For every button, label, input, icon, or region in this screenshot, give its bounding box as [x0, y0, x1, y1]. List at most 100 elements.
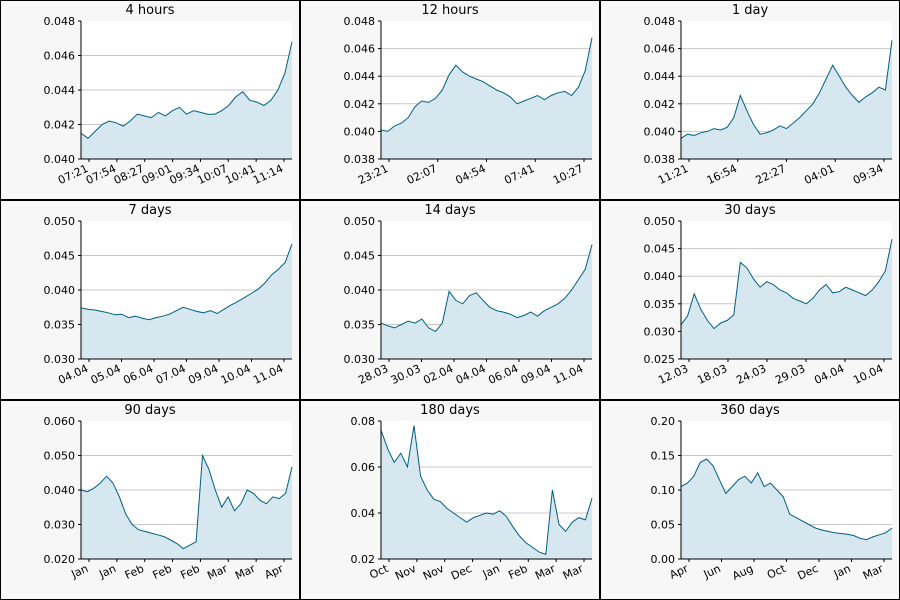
y-tick-label: 0.10	[651, 484, 676, 497]
y-tick-label: 0.040	[644, 125, 676, 138]
chart-svg: 0.0300.0350.0400.0450.05004.0405.0406.04…	[44, 215, 293, 387]
y-tick-label: 0.035	[344, 319, 376, 332]
chart-title: 30 days	[724, 203, 776, 218]
y-tick-label: 0.046	[344, 43, 376, 56]
y-tick-label: 0.048	[644, 15, 676, 28]
x-tick-label: Mar	[861, 562, 886, 583]
series-area	[681, 239, 892, 359]
x-tick-label: Oct	[765, 562, 788, 582]
x-tick-label: Mar	[533, 562, 558, 583]
y-tick-label: 0.040	[44, 484, 76, 497]
x-tick-label: Nov	[421, 562, 446, 583]
chart-panel: 7 days 0.030 0.035 0.040 0.045 0.050 04.04 05.0…	[0, 200, 300, 400]
y-tick-label: 0.048	[344, 15, 376, 28]
x-tick-label: Mar	[205, 562, 230, 583]
x-tick-label: 10.04	[851, 362, 885, 387]
y-tick-label: 0.030	[44, 519, 76, 532]
series-area	[381, 425, 592, 559]
x-tick-label: Feb	[151, 562, 174, 582]
y-tick-label: 0.030	[344, 353, 376, 366]
chart-panel: 30 days 0.025 0.030 0.035 0.040 0.045 0.050 12.…	[600, 200, 900, 400]
x-tick-label: 04:01	[802, 162, 836, 187]
y-tick-label: 0.035	[44, 319, 76, 332]
y-tick-label: 0.030	[44, 353, 76, 366]
series-line	[680, 239, 893, 330]
series-line	[80, 453, 293, 550]
chart-title: 180 days	[420, 403, 480, 418]
y-tick-label: 0.045	[44, 250, 76, 263]
chart-panel: 4 hours 0.040 0.042 0.044 0.046 0.048 07:21 07:…	[0, 0, 300, 200]
y-tick-label: 0.042	[344, 98, 376, 111]
chart-panel: 12 hours 0.038 0.040 0.042 0.044 0.046 0.048 23…	[300, 0, 600, 200]
x-tick-label: Feb	[506, 562, 529, 582]
chart-svg: 0.0300.0350.0400.0450.05028.0330.0302.04…	[344, 215, 593, 387]
x-tick-label: 02:07	[405, 162, 439, 187]
y-tick-label: 0.04	[351, 507, 376, 520]
series-area	[81, 243, 292, 359]
y-tick-label: 0.045	[644, 243, 676, 256]
y-tick-label: 0.038	[344, 153, 376, 166]
x-tick-label: Jan	[831, 562, 853, 581]
y-tick-label: 0.025	[644, 353, 676, 366]
chart-title: 360 days	[720, 403, 780, 418]
series-line	[680, 40, 893, 139]
y-tick-label: 0.045	[344, 250, 376, 263]
x-tick-label: 02.04	[421, 362, 455, 387]
series-area	[681, 459, 892, 559]
x-tick-label: Jan	[96, 562, 118, 581]
chart-panel: 180 days 0.02 0.04 0.06 0.08 Oct Nov Nov Dec Jan F…	[300, 400, 600, 600]
x-tick-label: 09.04	[186, 362, 220, 387]
y-tick-label: 0.030	[644, 325, 676, 338]
y-tick-label: 0.060	[44, 415, 76, 428]
x-tick-label: Jan	[480, 562, 502, 581]
y-tick-label: 0.040	[344, 125, 376, 138]
x-tick-label: 04.04	[454, 362, 488, 387]
chart-title: 90 days	[124, 403, 176, 418]
x-tick-label: 24.03	[734, 362, 768, 387]
y-tick-label: 0.20	[651, 415, 676, 428]
y-tick-label: 0.050	[344, 215, 376, 228]
y-tick-label: 0.040	[344, 284, 376, 297]
x-tick-label: 09.04	[519, 362, 553, 387]
x-tick-label: 10:27	[551, 162, 585, 187]
x-tick-label: 05.04	[89, 362, 123, 387]
y-tick-label: 0.044	[644, 70, 676, 83]
x-tick-label: 16:54	[705, 162, 739, 187]
series-line	[380, 37, 593, 132]
y-tick-label: 0.050	[44, 215, 76, 228]
series-area	[381, 37, 592, 159]
series-line	[80, 41, 293, 139]
y-tick-label: 0.00	[651, 553, 676, 566]
series-line	[380, 425, 593, 556]
y-tick-label: 0.048	[44, 15, 76, 28]
y-tick-label: 0.044	[44, 84, 76, 97]
y-tick-label: 0.046	[644, 43, 676, 56]
x-tick-label: 22:27	[754, 162, 788, 187]
y-tick-label: 0.040	[644, 270, 676, 283]
chart-title: 1 day	[731, 3, 769, 18]
chart-panel: 90 days 0.020 0.030 0.040 0.050 0.060 Jan Jan Fe…	[0, 400, 300, 600]
x-tick-label: Apr	[263, 562, 286, 582]
y-tick-label: 0.08	[351, 415, 376, 428]
x-tick-label: Mar	[561, 562, 586, 583]
chart-title: 14 days	[424, 203, 476, 218]
x-tick-label: Dec	[449, 562, 474, 583]
x-tick-label: Jun	[701, 562, 723, 581]
x-tick-label: Feb	[123, 562, 146, 582]
y-tick-label: 0.044	[344, 70, 376, 83]
y-tick-label: 0.05	[651, 519, 676, 532]
x-tick-label: 09:34	[851, 162, 885, 187]
chart-title: 12 hours	[421, 3, 479, 18]
x-tick-label: 06.04	[486, 362, 520, 387]
series-area	[81, 41, 292, 160]
x-tick-label: 11:14	[251, 162, 285, 187]
x-tick-label: Nov	[393, 562, 418, 583]
series-area	[681, 40, 892, 159]
chart-svg: 0.0400.0420.0440.0460.04807:2107:5408:27…	[44, 15, 293, 187]
y-tick-label: 0.050	[44, 450, 76, 463]
